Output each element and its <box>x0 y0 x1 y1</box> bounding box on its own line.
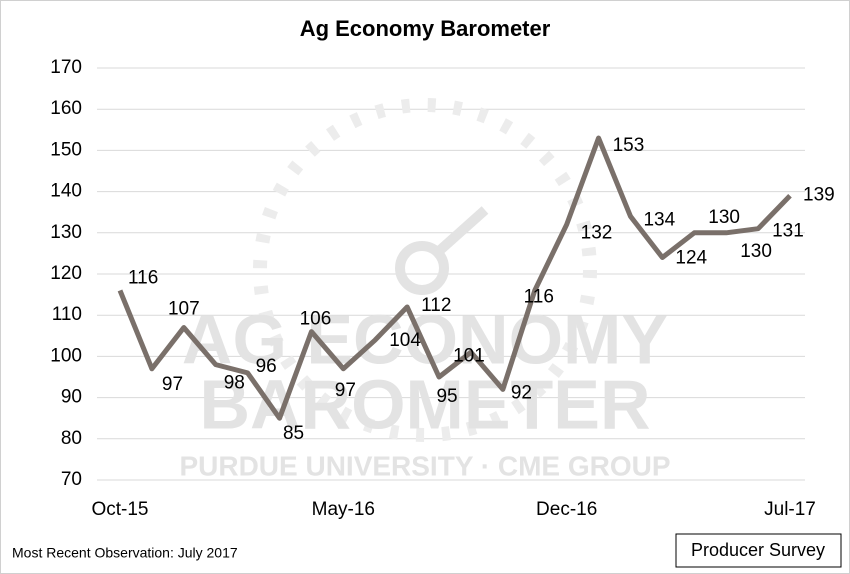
x-tick-label: May-16 <box>312 499 375 520</box>
watermark-hub <box>395 241 449 295</box>
x-tick-label: Dec-16 <box>536 499 597 520</box>
watermark-dial <box>253 98 597 442</box>
data-label: 124 <box>675 248 707 269</box>
data-label: 132 <box>581 223 613 244</box>
badge: Producer Survey <box>691 540 825 560</box>
data-label: 116 <box>524 286 554 307</box>
y-tick-label: 70 <box>61 469 82 490</box>
watermark-text: BAROMETER <box>199 365 650 443</box>
watermark-needle <box>434 206 489 256</box>
data-label: 107 <box>168 299 200 320</box>
x-tick-label: Oct-15 <box>91 499 148 520</box>
data-label: 134 <box>643 209 675 230</box>
footnote: Most Recent Observation: July 2017 <box>12 545 238 561</box>
data-label: 101 <box>453 345 485 366</box>
data-label: 104 <box>389 330 421 351</box>
watermark: AG ECONOMY BAROMETER PURDUE UNIVERSITY ·… <box>179 98 671 481</box>
series-line <box>117 135 792 421</box>
data-label: 112 <box>421 295 451 316</box>
data-label: 97 <box>162 374 183 395</box>
data-label: 153 <box>613 135 645 156</box>
data-label: 98 <box>224 373 245 394</box>
y-tick-label: 100 <box>50 345 82 366</box>
data-label: 85 <box>283 423 304 444</box>
data-label: 131 <box>772 221 804 242</box>
x-tick-label: Jul-17 <box>764 499 816 520</box>
y-tick-label: 110 <box>52 304 82 325</box>
chart-title: Ag Economy Barometer <box>300 16 551 41</box>
y-tick-label: 150 <box>50 139 82 160</box>
data-label: 139 <box>803 185 835 206</box>
data-label: 106 <box>300 309 332 330</box>
data-label: 116 <box>128 267 158 288</box>
y-tick-label: 170 <box>50 57 82 78</box>
watermark-text: AG ECONOMY <box>182 300 668 378</box>
watermark-text: PURDUE UNIVERSITY · CME GROUP <box>179 450 670 481</box>
data-label: 97 <box>335 380 356 401</box>
data-label: 92 <box>511 382 532 403</box>
data-label: 95 <box>436 386 457 407</box>
badge-box <box>675 533 842 568</box>
y-tick-label: 80 <box>61 428 82 449</box>
y-tick-label: 130 <box>50 222 82 243</box>
y-tick-label: 160 <box>50 98 82 119</box>
y-tick-label: 140 <box>50 181 82 202</box>
y-tick-label: 90 <box>61 387 82 408</box>
y-tick-label: 120 <box>50 263 82 284</box>
data-label: 130 <box>740 241 772 262</box>
data-label: 96 <box>256 356 277 377</box>
data-label: 130 <box>708 207 740 228</box>
